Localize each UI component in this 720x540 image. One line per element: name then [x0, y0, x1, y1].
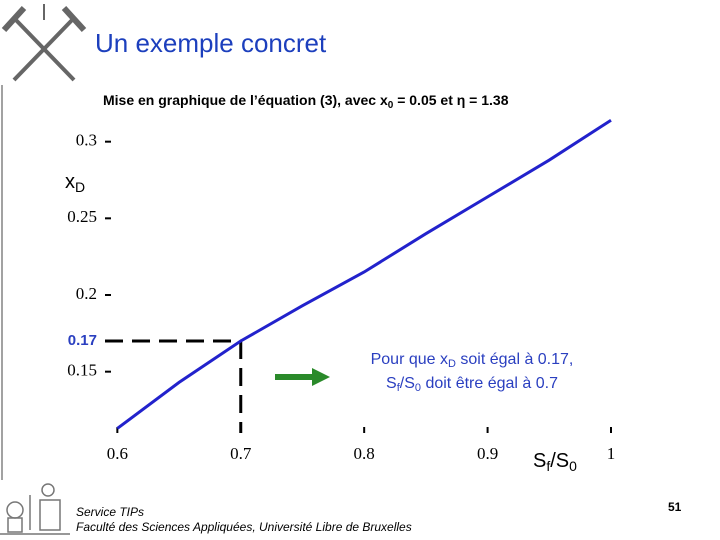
y-axis-label: xD [65, 171, 85, 194]
footer-text: Service TIPs [76, 505, 144, 519]
x-tick-label: 0.7 [230, 444, 252, 463]
footer-illustration [0, 483, 70, 535]
x-tick-label: 0.8 [354, 444, 375, 463]
x-label-sub: f [546, 458, 550, 474]
curve [116, 118, 612, 430]
slide-title: Un exemple concret [95, 28, 327, 58]
subtitle-text: = 0.05 et η = 1.38 [393, 92, 508, 108]
logo [1, 4, 87, 82]
footer-text: Faculté des Sciences Appliquées, Univers… [76, 520, 412, 534]
annotation-line: Pour que xD soit égal à 0.17, [371, 351, 574, 370]
y-tick-label: 0.3 [76, 131, 97, 150]
annotation-text: soit égal à 0.17, [456, 351, 573, 368]
x-label-text: S [533, 450, 546, 472]
x-tick-label: 0.6 [107, 444, 128, 463]
y-tick-label: 0.15 [67, 361, 97, 380]
x-tick-label: 0.9 [477, 444, 498, 463]
subtitle-sub: 0 [388, 100, 394, 111]
y-label-text: x [65, 171, 75, 193]
highlight-label: 0.17 [68, 332, 97, 349]
page-number: 51 [668, 500, 682, 514]
x-axis-label: Sf/S0 [533, 450, 577, 473]
annotation-text: Pour que x [371, 351, 448, 368]
annotation-line: Sf/S0 doit être égal à 0.7 [386, 375, 558, 394]
annotation-text: doit être égal à 0.7 [421, 375, 558, 392]
x-tick-label: 1 [607, 444, 616, 463]
annotation-text: /S [400, 375, 415, 392]
arrow [275, 368, 330, 386]
y-tick-label: 0.25 [67, 207, 97, 226]
annotation-sub: f [397, 382, 401, 394]
annotation-sub: 0 [415, 382, 421, 394]
annotation-text: S [386, 375, 397, 392]
y-tick-label: 0.2 [76, 284, 97, 303]
x-label-text: /S [550, 450, 569, 472]
annotation-sub: D [448, 358, 456, 370]
x-label-sub: 0 [569, 458, 577, 474]
y-label-sub: D [75, 179, 85, 195]
subtitle: Mise en graphique de l’équation (3), ave… [103, 92, 509, 111]
subtitle-text: Mise en graphique de l’équation (3), ave… [103, 92, 388, 108]
